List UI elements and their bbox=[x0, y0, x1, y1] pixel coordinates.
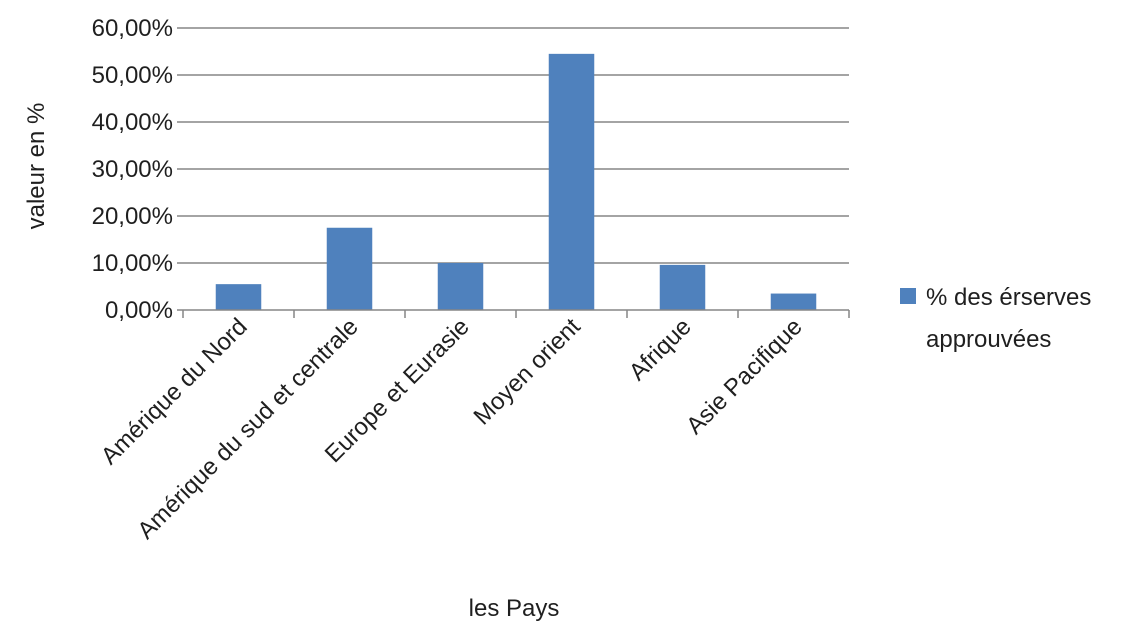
bar bbox=[770, 293, 817, 310]
y-tick-label: 60,00% bbox=[92, 15, 173, 42]
legend-label-line-2: approuvées bbox=[926, 326, 1051, 353]
legend-swatch bbox=[900, 288, 916, 304]
bars bbox=[215, 53, 817, 310]
bar bbox=[326, 227, 373, 310]
legend: % des érserves approuvées bbox=[900, 284, 1091, 353]
y-tick-label: 30,00% bbox=[92, 156, 173, 183]
x-tick-label: Moyen orient bbox=[469, 313, 586, 430]
bar bbox=[548, 53, 595, 310]
y-tick-label: 0,00% bbox=[105, 297, 173, 324]
x-axis-label: les Pays bbox=[469, 595, 560, 622]
bar bbox=[659, 264, 706, 310]
x-tick-label: Amérique du sud et centrale bbox=[132, 313, 363, 544]
y-tick-labels: 0,00% 10,00% 20,00% 30,00% 40,00% 50,00% 60,00… bbox=[92, 15, 173, 324]
bar bbox=[437, 263, 484, 310]
x-tick-label: Afrique bbox=[624, 313, 697, 386]
gridlines bbox=[183, 27, 849, 264]
y-axis-label: valeur en % bbox=[23, 103, 50, 230]
legend-label-line-1: % des érserves bbox=[926, 284, 1091, 311]
y-tick-label: 40,00% bbox=[92, 109, 173, 136]
y-tick-label: 50,00% bbox=[92, 62, 173, 89]
y-tick-label: 20,00% bbox=[92, 203, 173, 230]
axes bbox=[177, 27, 850, 318]
bar bbox=[215, 284, 262, 310]
x-tick-label: Asie Pacifique bbox=[681, 313, 808, 440]
y-tick-label: 10,00% bbox=[92, 250, 173, 277]
